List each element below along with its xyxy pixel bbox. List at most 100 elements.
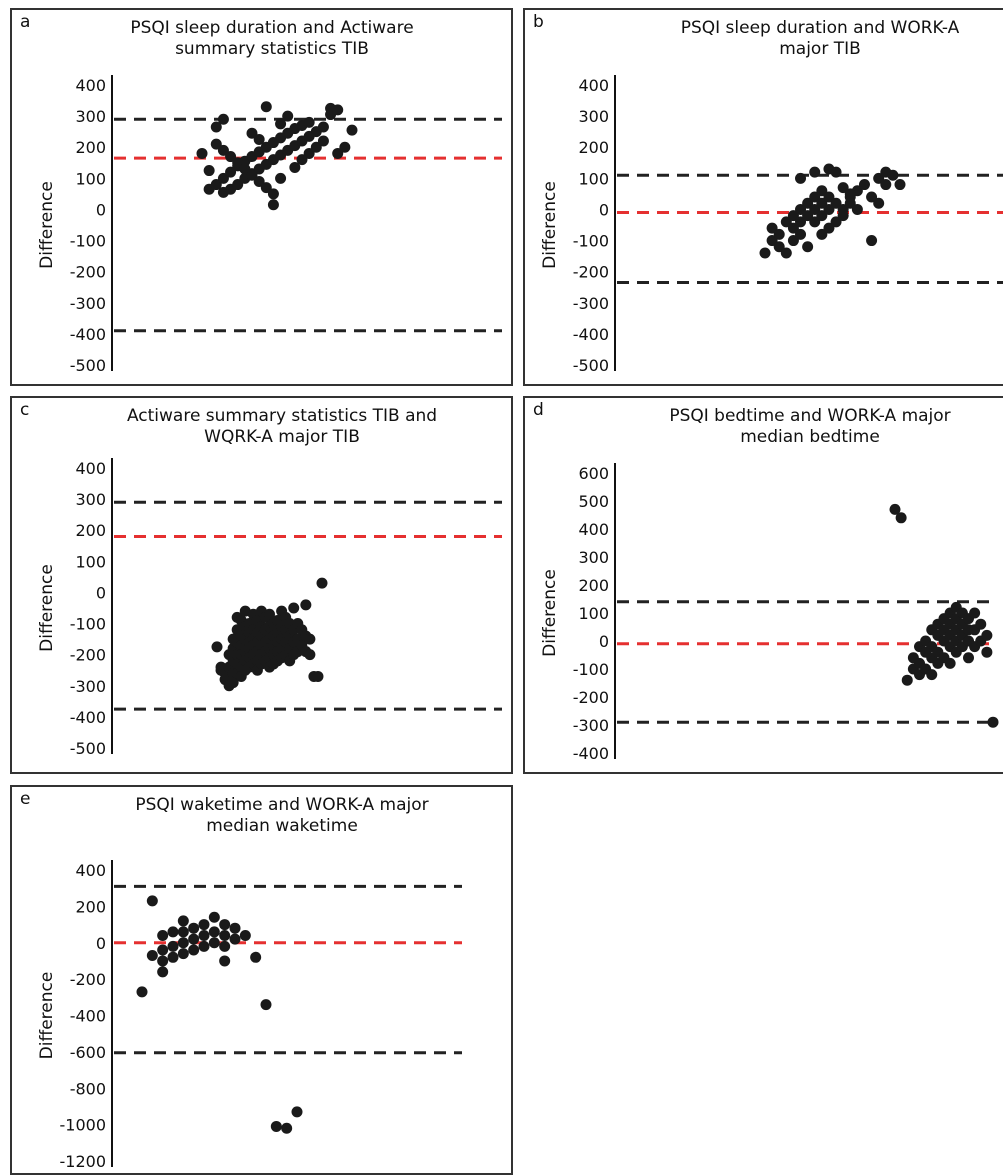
data-point: [887, 169, 899, 181]
y-tick-label: 400: [75, 76, 106, 95]
y-tick-label: -400: [573, 325, 609, 344]
data-point: [296, 154, 308, 166]
data-point: [196, 147, 208, 159]
y-tick-label: -300: [70, 677, 106, 696]
chart-panel-b: b PSQI sleep duration and WORK-A major T…: [523, 8, 1003, 386]
data-point: [300, 599, 312, 611]
data-point: [963, 652, 974, 664]
data-point: [880, 179, 892, 191]
data-point: [809, 166, 821, 178]
data-point: [208, 926, 220, 938]
data-point: [795, 172, 807, 184]
data-point: [227, 677, 239, 689]
data-point: [136, 986, 148, 998]
y-tick-label: 300: [578, 548, 609, 567]
y-tick-label: 0: [96, 200, 106, 219]
data-point: [177, 926, 189, 938]
data-point: [198, 929, 210, 941]
data-point: [219, 940, 231, 952]
data-point: [795, 228, 807, 240]
scatter-plot-d: 600 500 400 300 200 100 0 -100 -200 -300 -400 Diffe…: [540, 463, 999, 763]
data-point: [239, 929, 251, 941]
data-point: [780, 216, 792, 228]
y-tick-label: 300: [75, 107, 106, 126]
data-point: [246, 127, 258, 139]
y-tick-label: 100: [578, 169, 609, 188]
y-tick-label: 200: [75, 138, 106, 157]
data-point: [250, 951, 262, 963]
chart-panel-d: d PSQI bedtime and WORK-A major median b…: [523, 396, 1003, 774]
y-tick-label: 300: [75, 490, 106, 509]
data-point: [289, 161, 301, 173]
data-point: [312, 670, 324, 682]
data-point: [208, 911, 220, 923]
data-point: [282, 110, 294, 122]
data-point: [167, 926, 179, 938]
y-axis-label: Difference: [37, 972, 57, 1060]
data-point: [267, 199, 279, 211]
data-point: [167, 940, 179, 952]
data-point: [246, 169, 258, 181]
data-point: [303, 147, 315, 159]
data-point: [830, 197, 842, 209]
data-point: [304, 649, 316, 661]
chart-title: Actiware summary statistics TIB and WQRK…: [126, 406, 438, 447]
chart-title: PSQI waketime and WORK-A major median wa…: [135, 795, 429, 836]
data-point: [901, 674, 913, 686]
data-point: [809, 203, 821, 215]
y-axis-label: Difference: [37, 564, 57, 652]
data-point: [332, 104, 344, 116]
data-point: [837, 182, 849, 194]
y-tick-label: -400: [70, 708, 106, 727]
data-point: [229, 933, 241, 945]
y-tick-label: 200: [75, 897, 106, 916]
data-point: [310, 141, 322, 153]
y-tick-label: 0: [96, 934, 106, 953]
y-tick-label: -500: [573, 356, 609, 375]
y-axis-label: Difference: [540, 181, 560, 269]
y-tick-label: -300: [573, 294, 609, 313]
y-tick-label: 0: [599, 632, 609, 651]
chart-panel-e: e PSQI waketime and WORK-A major median …: [10, 785, 513, 1175]
y-tick-label: 100: [75, 169, 106, 188]
data-point: [339, 141, 351, 153]
data-point: [291, 1106, 303, 1118]
data-point: [873, 197, 885, 209]
y-tick-label: 400: [75, 459, 106, 478]
data-point: [304, 633, 316, 645]
y-tick-label: -100: [70, 232, 106, 251]
y-tick-label: 0: [96, 583, 106, 602]
data-point: [766, 222, 778, 234]
y-tick-label: -1200: [60, 1152, 107, 1171]
y-tick-label: -400: [573, 744, 609, 763]
data-point: [317, 121, 329, 133]
data-point: [253, 175, 265, 187]
data-point: [926, 669, 938, 681]
data-point: [229, 922, 241, 934]
y-tick-label: 100: [75, 552, 106, 571]
data-point: [188, 933, 200, 945]
y-tick-label: 500: [578, 492, 609, 511]
data-point: [157, 944, 169, 956]
y-tick-label: -200: [70, 646, 106, 665]
y-tick-label: -200: [70, 263, 106, 282]
data-point: [275, 118, 287, 130]
data-point: [780, 247, 792, 259]
data-point: [773, 241, 785, 253]
data-point: [981, 646, 993, 658]
data-point: [944, 657, 956, 669]
data-point: [167, 951, 179, 963]
data-point: [795, 203, 807, 215]
data-point: [809, 191, 821, 203]
data-point: [316, 577, 328, 589]
y-tick-label: 100: [578, 604, 609, 623]
data-point: [177, 937, 189, 949]
data-point: [981, 629, 993, 641]
y-tick-label: 0: [599, 200, 609, 219]
data-point: [267, 188, 279, 200]
scatter-plot-e: 400 200 0 -200 -400 -600 -800 -1000 -1200 Differe…: [37, 860, 462, 1171]
data-point: [837, 210, 849, 222]
data-point: [260, 182, 272, 194]
data-point: [288, 602, 300, 614]
data-point: [232, 157, 244, 169]
